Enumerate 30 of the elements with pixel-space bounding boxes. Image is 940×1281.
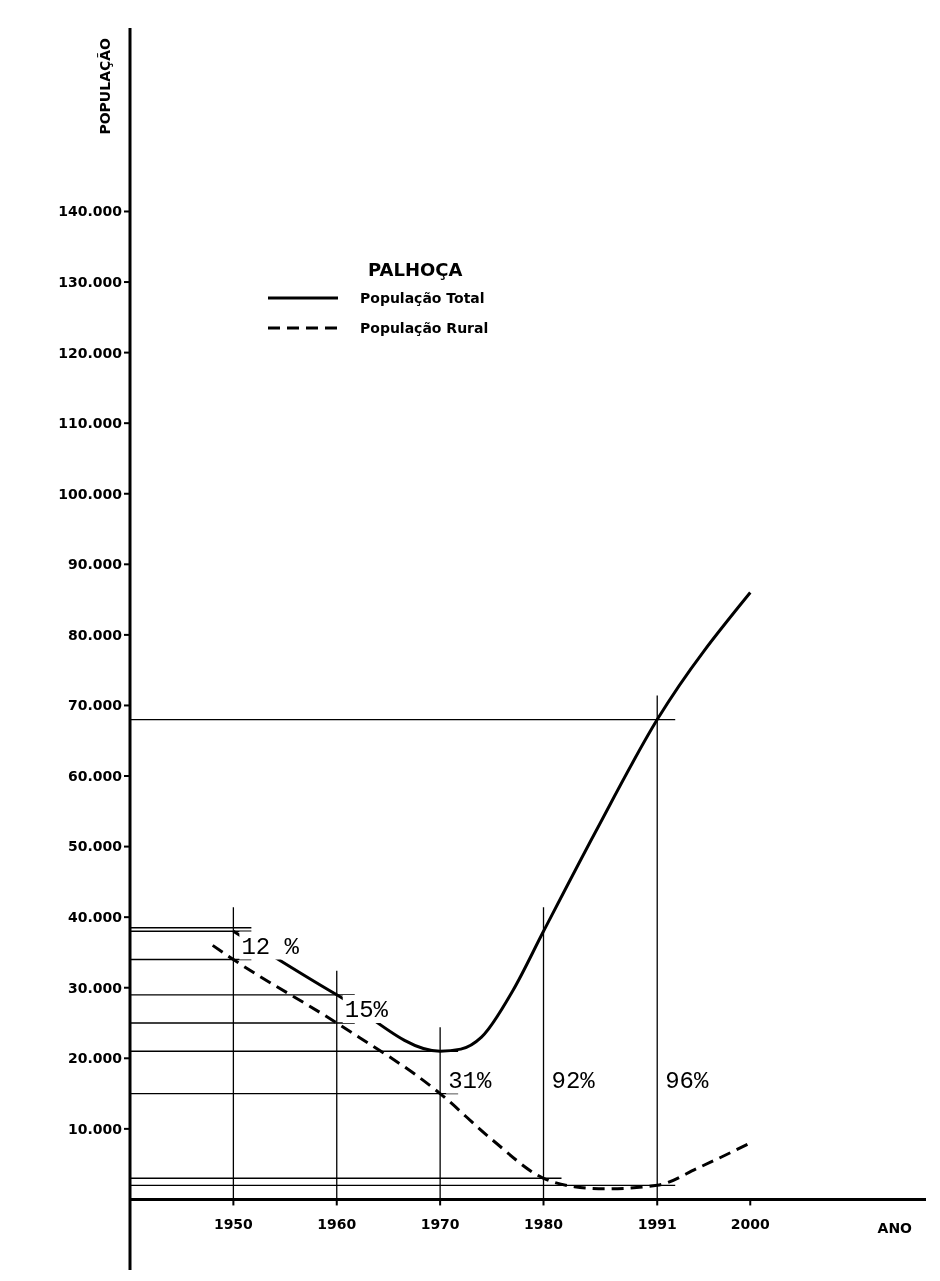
annotation: 15% xyxy=(344,997,389,1025)
annotation: 12 % xyxy=(241,933,300,961)
annotation: 92% xyxy=(551,1067,596,1095)
y-tick-label: 130.000 xyxy=(58,273,123,290)
legend-title: PALHOÇA xyxy=(368,259,463,280)
y-tick-label: 110.000 xyxy=(58,415,123,432)
y-tick-label: 30.000 xyxy=(67,979,123,996)
y-tick-label: 20.000 xyxy=(67,1050,123,1067)
x-tick-label: 1980 xyxy=(524,1216,564,1233)
y-tick-label: 90.000 xyxy=(67,556,123,573)
y-tick-label: 80.000 xyxy=(67,626,123,643)
x-tick-label: 1991 xyxy=(637,1216,677,1233)
y-tick-label: 140.000 xyxy=(58,203,123,220)
y-tick-label: 100.000 xyxy=(58,485,123,502)
legend-label: População Total xyxy=(360,289,485,306)
x-axis-title: ANO xyxy=(877,1220,913,1237)
y-tick-label: 40.000 xyxy=(67,909,123,926)
x-tick-label: 1960 xyxy=(317,1216,357,1233)
y-tick-label: 10.000 xyxy=(67,1120,123,1137)
y-tick-label: 60.000 xyxy=(67,767,123,784)
legend-label: População Rural xyxy=(360,319,489,336)
y-tick-label: 120.000 xyxy=(58,344,123,361)
x-tick-label: 2000 xyxy=(730,1216,770,1233)
y-tick-label: 50.000 xyxy=(67,838,123,855)
y-axis-title: POPULAÇÃO xyxy=(97,37,113,135)
x-tick-label: 1970 xyxy=(420,1216,460,1233)
annotation: 31% xyxy=(448,1067,492,1095)
y-tick-label: 70.000 xyxy=(67,697,123,714)
annotation: 96% xyxy=(665,1067,710,1095)
x-tick-label: 1950 xyxy=(213,1216,254,1233)
